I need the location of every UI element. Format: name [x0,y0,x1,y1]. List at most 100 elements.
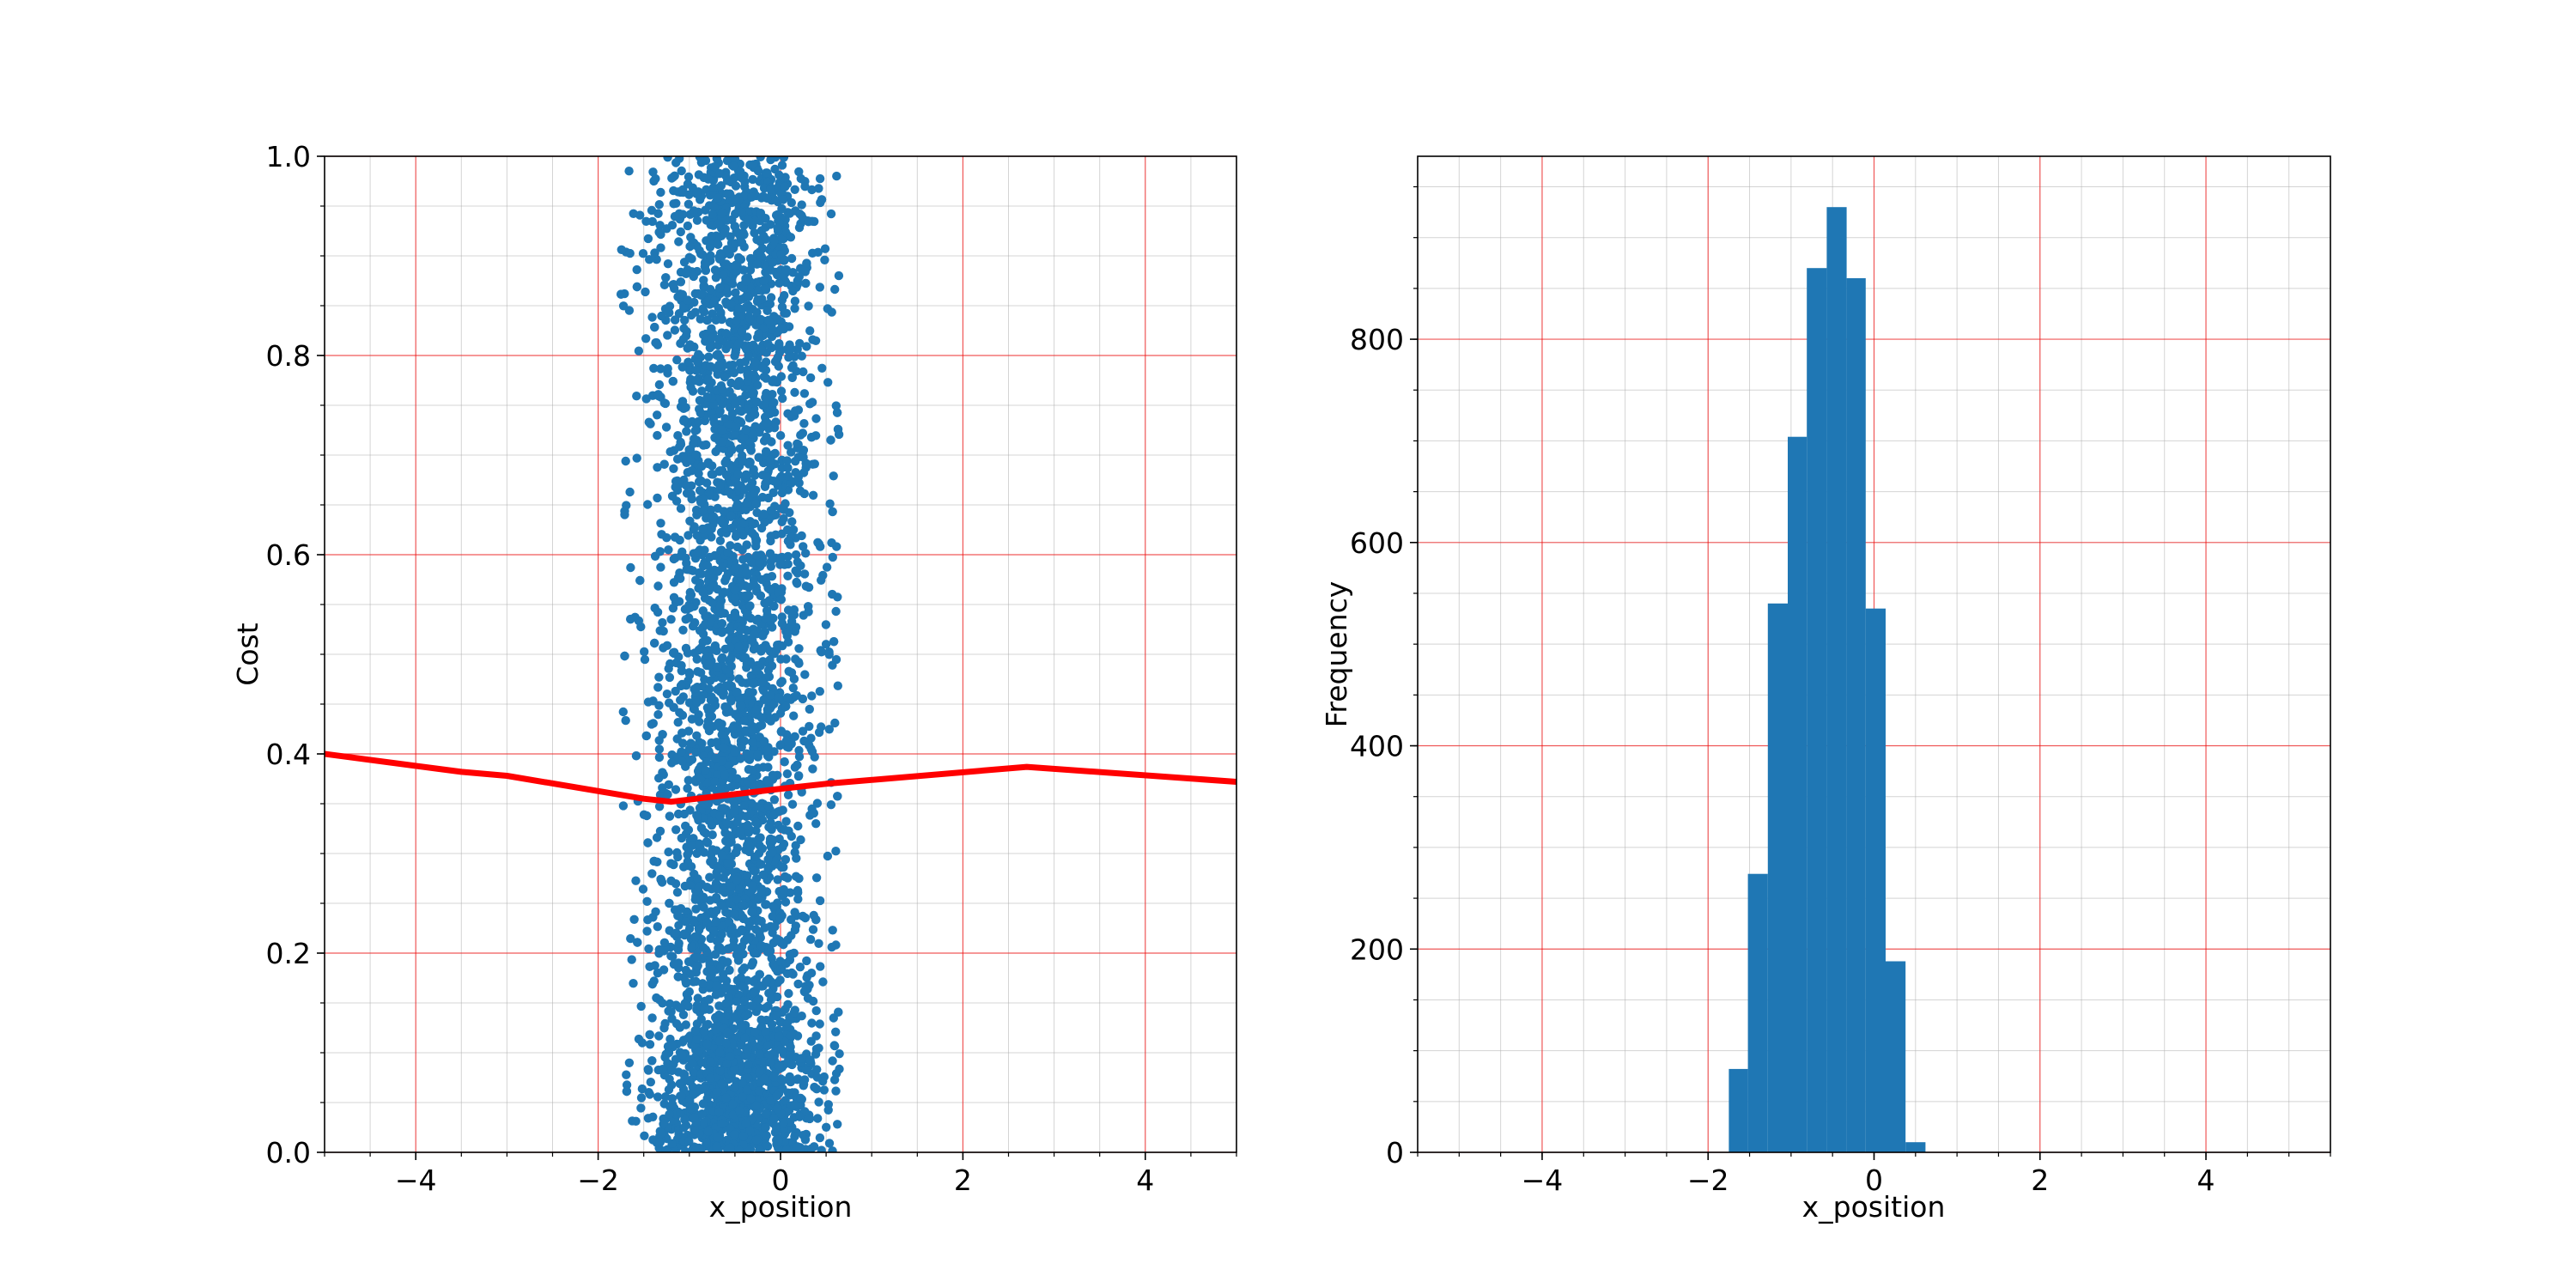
scatter-point [782,525,793,535]
scatter-point [808,490,818,500]
scatter-point [762,745,772,755]
scatter-point [752,397,762,407]
scatter-point [783,551,793,562]
scatter-point [720,414,730,423]
scatter-point [765,1058,775,1067]
scatter-point [776,386,787,396]
scatter-point [726,1143,735,1152]
scatter-point [724,340,734,349]
scatter-point [678,625,688,635]
scatter-point [796,835,805,845]
scatter-point [701,766,710,775]
scatter-point [717,730,726,739]
scatter-point [783,537,793,546]
scatter-point [703,374,714,384]
scatter-point [650,961,659,970]
scatter-point [828,1146,837,1152]
scatter-point [823,378,833,387]
scatter-point [745,444,756,453]
scatter-point [678,334,689,344]
scatter-point [697,1109,707,1119]
scatter-point [654,744,665,754]
scatter-point [724,487,734,496]
scatter-point [805,1055,815,1065]
scatter-point [808,248,817,258]
scatter-point [831,847,841,856]
scatter-point [665,1109,674,1120]
scatter-point [691,375,701,386]
scatter-point [719,507,729,516]
histogram-bar [1728,1068,1748,1152]
scatter-point [759,737,769,746]
scatter-point [821,620,831,629]
scatter-point [684,365,695,375]
scatter-point [787,914,796,925]
scatter-point [692,698,702,708]
scatter-point [727,279,738,289]
scatter-point [761,1123,770,1133]
scatter-point [671,928,681,938]
scatter-point [669,959,679,969]
scatter-point [770,713,780,722]
scatter-point [736,754,745,763]
scatter-point [731,195,740,204]
scatter-point [747,799,756,808]
scatter-point [671,483,680,492]
scatter-point [627,955,636,964]
scatter-point [696,823,707,833]
scatter-point [721,999,731,1009]
scatter-point [654,945,665,955]
scatter-point [747,765,756,775]
scatter-point [774,182,783,191]
y-tick-label: 0 [1386,1136,1404,1170]
scatter-point [676,437,685,447]
scatter-point [682,427,691,436]
scatter-point [762,775,772,786]
scatter-point [717,930,726,939]
scatter-point [698,304,708,313]
scatter-point [658,617,667,628]
scatter-point [754,1086,764,1097]
scatter-point [685,603,696,612]
scatter-point [720,372,730,382]
scatter-point [774,588,784,598]
scatter-point [831,654,841,665]
scatter-point [756,713,767,723]
scatter-point [708,926,718,936]
scatter-point [705,980,714,990]
scatter-point [622,1070,631,1079]
scatter-point [747,635,756,646]
scatter-point [684,252,694,262]
scatter-point [776,862,787,872]
scatter-point [762,573,772,582]
scatter-point [737,1023,747,1033]
scatter-point [671,598,681,607]
scatter-point [708,598,717,607]
scatter-point [618,707,628,717]
scatter-point [673,718,683,727]
scatter-point [807,185,817,195]
scatter-point [720,770,730,780]
scatter-point [794,752,805,762]
scatter-point [777,618,787,629]
scatter-point [667,491,677,501]
scatter-point [821,640,831,649]
scatter-point [632,264,641,275]
scatter-point [785,209,795,218]
scatter-point [671,1054,681,1064]
scatter-point [779,513,788,524]
scatter-point [775,170,784,179]
scatter-point [806,733,816,743]
scatter-point [679,862,689,872]
scatter-point [831,1027,841,1037]
scatter-point [785,1117,795,1127]
scatter-point [715,481,725,490]
scatter-point [744,552,753,562]
scatter-point [690,1026,700,1036]
scatter-point [707,324,716,333]
scatter-point [622,1080,632,1090]
scatter-point [755,860,765,869]
scatter-point [669,702,678,712]
scatter-point [726,882,736,891]
scatter-point [693,357,702,367]
